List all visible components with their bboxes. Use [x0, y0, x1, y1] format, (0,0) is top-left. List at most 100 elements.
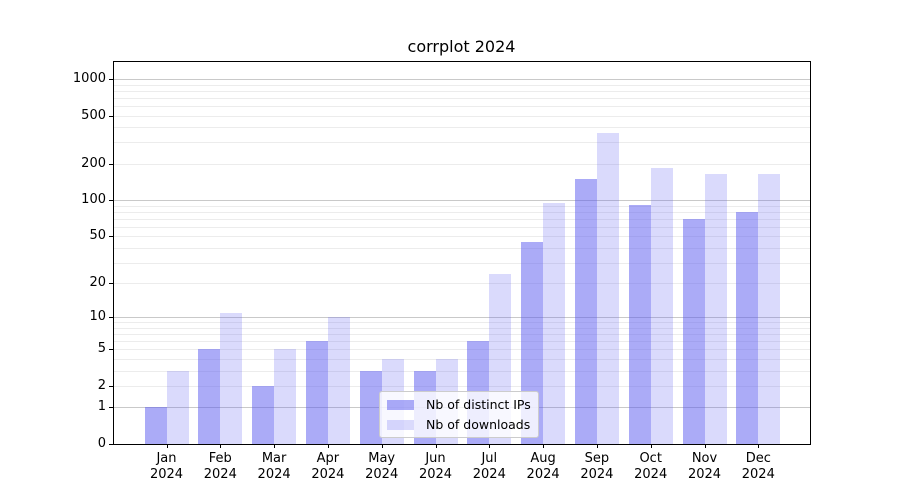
downloads-swatch: [387, 419, 414, 430]
bar-downloads-feb: [220, 312, 243, 444]
y-tick-mark: [109, 79, 113, 80]
y-tick-mark: [109, 115, 113, 117]
y-tick-mark: [109, 385, 113, 387]
bar-distinct-ips-jan: [144, 407, 167, 444]
bar-downloads-nov: [704, 173, 727, 444]
gridline-minor: [114, 97, 810, 99]
y-tick-mark: [109, 444, 113, 445]
y-tick-label: 1000: [72, 71, 106, 87]
x-tick-label: Jan 2024: [149, 451, 184, 482]
y-tick-label: 50: [89, 228, 106, 244]
x-tick-mark: [435, 444, 437, 448]
gridline-minor: [114, 236, 810, 238]
x-tick-mark: [381, 444, 383, 448]
x-tick-mark: [489, 444, 491, 448]
legend-label-distinct-ips: Nb of distinct IPs: [426, 397, 531, 412]
gridline-major: [114, 79, 810, 80]
gridline-minor: [114, 341, 810, 343]
y-tick-label: 100: [81, 192, 106, 208]
y-tick-label: 20: [89, 275, 106, 291]
y-tick-mark: [109, 200, 113, 202]
bar-distinct-ips-apr: [305, 341, 328, 444]
gridline-minor: [114, 385, 810, 387]
bar-downloads-oct: [650, 167, 673, 444]
bar-distinct-ips-oct: [628, 204, 651, 444]
y-tick-label: 500: [81, 107, 106, 123]
gridline-minor: [114, 247, 810, 249]
bar-distinct-ips-may: [359, 370, 382, 444]
gridline-minor: [114, 226, 810, 228]
legend-label-downloads: Nb of downloads: [426, 417, 531, 432]
bar-distinct-ips-feb: [198, 349, 221, 444]
bar-downloads-apr: [327, 317, 350, 444]
y-tick-mark: [109, 407, 113, 409]
x-tick-mark: [220, 444, 222, 448]
y-tick-mark: [109, 349, 113, 351]
distinct-ips-swatch: [387, 399, 414, 410]
gridline-minor: [114, 358, 810, 360]
x-tick-mark: [543, 444, 545, 448]
gridline-minor: [114, 142, 810, 144]
bar-distinct-ips-nov: [682, 218, 705, 444]
gridline-minor: [114, 322, 810, 324]
gridline-minor: [114, 283, 810, 285]
gridline-minor: [114, 334, 810, 336]
x-tick-label: Aug 2024: [526, 451, 560, 482]
bar-downloads-aug: [543, 202, 566, 444]
gridline-minor: [114, 262, 810, 264]
bar-downloads-sep: [596, 132, 619, 444]
x-tick-mark: [274, 444, 276, 448]
bar-distinct-ips-mar: [252, 385, 275, 444]
gridline-minor: [114, 90, 810, 92]
gridline-minor: [114, 105, 810, 107]
x-tick-label: Jul 2024: [472, 451, 506, 482]
chart-title: corrplot 2024: [407, 37, 516, 56]
gridline-minor: [114, 84, 810, 86]
legend: Nb of distinct IPs Nb of downloads: [379, 391, 539, 438]
gridline-minor: [114, 127, 810, 129]
x-tick-label: Mar 2024: [257, 451, 291, 482]
y-tick-mark: [109, 283, 113, 285]
x-tick-mark: [596, 444, 598, 448]
x-tick-mark: [704, 444, 706, 448]
gridline-minor: [114, 218, 810, 220]
gridline-major: [114, 317, 810, 319]
legend-entry-distinct-ips: Nb of distinct IPs: [387, 396, 531, 413]
bar-distinct-ips-dec: [736, 211, 759, 444]
y-tick-mark: [109, 236, 113, 238]
gridline-minor: [114, 205, 810, 207]
plot-area: Nb of distinct IPs Nb of downloads 0 1 2 5 1…: [73, 61, 811, 482]
x-tick-label: Dec 2024: [741, 451, 775, 482]
y-tick-label: 200: [81, 156, 106, 172]
y-tick-label: 1: [97, 399, 106, 415]
x-tick-mark: [650, 444, 652, 448]
bar-distinct-ips-sep: [574, 178, 597, 444]
gridline-minor: [114, 115, 810, 117]
x-tick-mark: [758, 444, 760, 448]
y-tick-label: 0: [97, 436, 106, 452]
x-tick-label: Nov 2024: [687, 451, 722, 482]
x-tick-mark: [327, 444, 329, 448]
x-tick-mark: [166, 444, 168, 448]
legend-entry-downloads: Nb of downloads: [387, 416, 531, 433]
x-tick-label: Oct 2024: [634, 451, 668, 482]
y-tick-label: 5: [97, 341, 106, 357]
x-tick-label: Feb 2024: [203, 451, 237, 482]
x-tick-label: Jun 2024: [418, 451, 453, 482]
x-tick-label: Sep 2024: [580, 451, 614, 482]
gridline-minor: [114, 327, 810, 329]
y-tick-mark: [109, 163, 113, 165]
x-tick-label: Apr 2024: [311, 451, 345, 482]
gridline-major: [114, 200, 810, 202]
bar-downloads-dec: [758, 173, 781, 444]
gridline-minor: [114, 349, 810, 351]
x-tick-label: May 2024: [365, 451, 399, 482]
y-tick-mark: [109, 317, 113, 319]
bar-downloads-jan: [166, 370, 189, 444]
y-tick-label: 2: [97, 378, 106, 394]
gridline-minor: [114, 211, 810, 213]
gridline-minor: [114, 163, 810, 165]
y-tick-label: 10: [89, 309, 106, 325]
gridline-minor: [114, 370, 810, 372]
